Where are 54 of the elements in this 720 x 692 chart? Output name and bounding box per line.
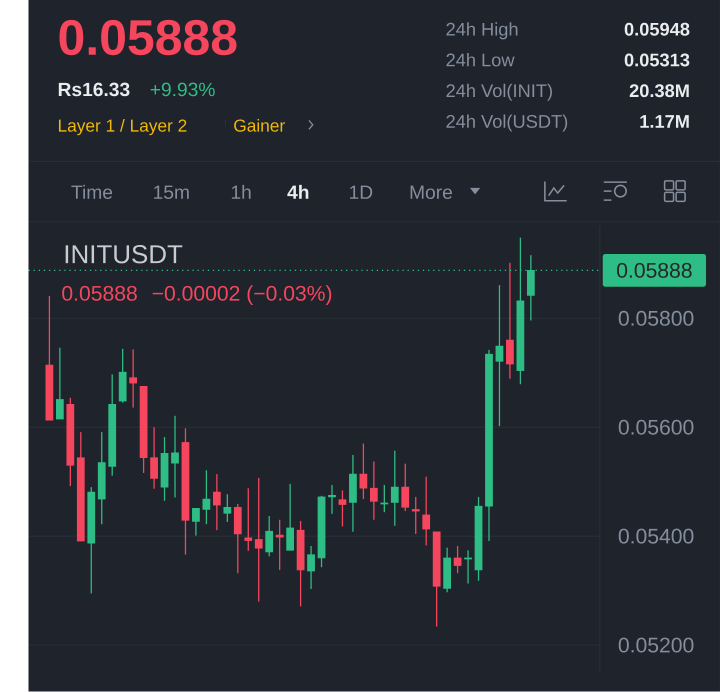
candlestick (129, 348, 138, 408)
text: Time (71, 185, 112, 200)
candlestick (223, 494, 232, 523)
text: 0.05948 (624, 23, 690, 36)
text: INITUSDT (66, 245, 182, 264)
candlestick (496, 284, 504, 428)
text: 24h Vol(USDT) (446, 114, 568, 132)
text: 20.38M (630, 84, 689, 98)
candlestick (202, 470, 210, 526)
annotation: 0.05888 (62, 286, 137, 302)
text: 24h Low (446, 53, 515, 67)
candlestick (286, 483, 294, 552)
candlestick (390, 450, 399, 527)
annotation: −0.00002 (−0.03%) (152, 286, 332, 306)
text: Layer 1 / Layer 2 (58, 119, 186, 136)
candlestick (56, 347, 64, 420)
candlestick (380, 484, 388, 514)
candlestick (276, 519, 284, 571)
text: 0.05888 (60, 20, 237, 56)
text: 15m (154, 186, 189, 200)
candlestick (401, 463, 410, 512)
y-tick-label: 0.05600 (618, 420, 694, 435)
y-tick-label: 0.05800 (618, 311, 694, 326)
candlestick (171, 415, 179, 498)
text: 24h Vol(INIT) (446, 84, 552, 102)
candlestick (192, 508, 200, 536)
candlestick (307, 546, 315, 590)
candlestick (412, 496, 420, 535)
ref-line-label: 0.05888 (617, 263, 692, 278)
candlestick (212, 474, 221, 532)
text: +9.93% (150, 82, 215, 96)
text: 0.05313 (624, 54, 690, 67)
text: 24h High (446, 22, 518, 40)
candlestick (360, 443, 368, 500)
candlestick (338, 490, 346, 528)
candlestick (254, 477, 263, 602)
text: Rs16.33 (58, 82, 130, 96)
candlestick (328, 484, 336, 515)
candlestick (422, 476, 430, 546)
candlestick (370, 461, 378, 521)
candlestick (244, 488, 252, 552)
text: More (410, 186, 452, 200)
text: 1.17M (640, 115, 689, 128)
text: 1D (350, 186, 372, 200)
y-tick-label: 0.05400 (618, 528, 694, 544)
text: Gainer (234, 119, 285, 132)
y-tick-label: 0.05200 (618, 638, 694, 653)
candlestick (150, 426, 158, 490)
text: 4h (287, 185, 308, 200)
candlestick (454, 546, 462, 574)
text: 1h (232, 185, 251, 200)
candlestick (265, 516, 274, 558)
candlestick (464, 550, 472, 584)
candlestick (506, 262, 514, 380)
